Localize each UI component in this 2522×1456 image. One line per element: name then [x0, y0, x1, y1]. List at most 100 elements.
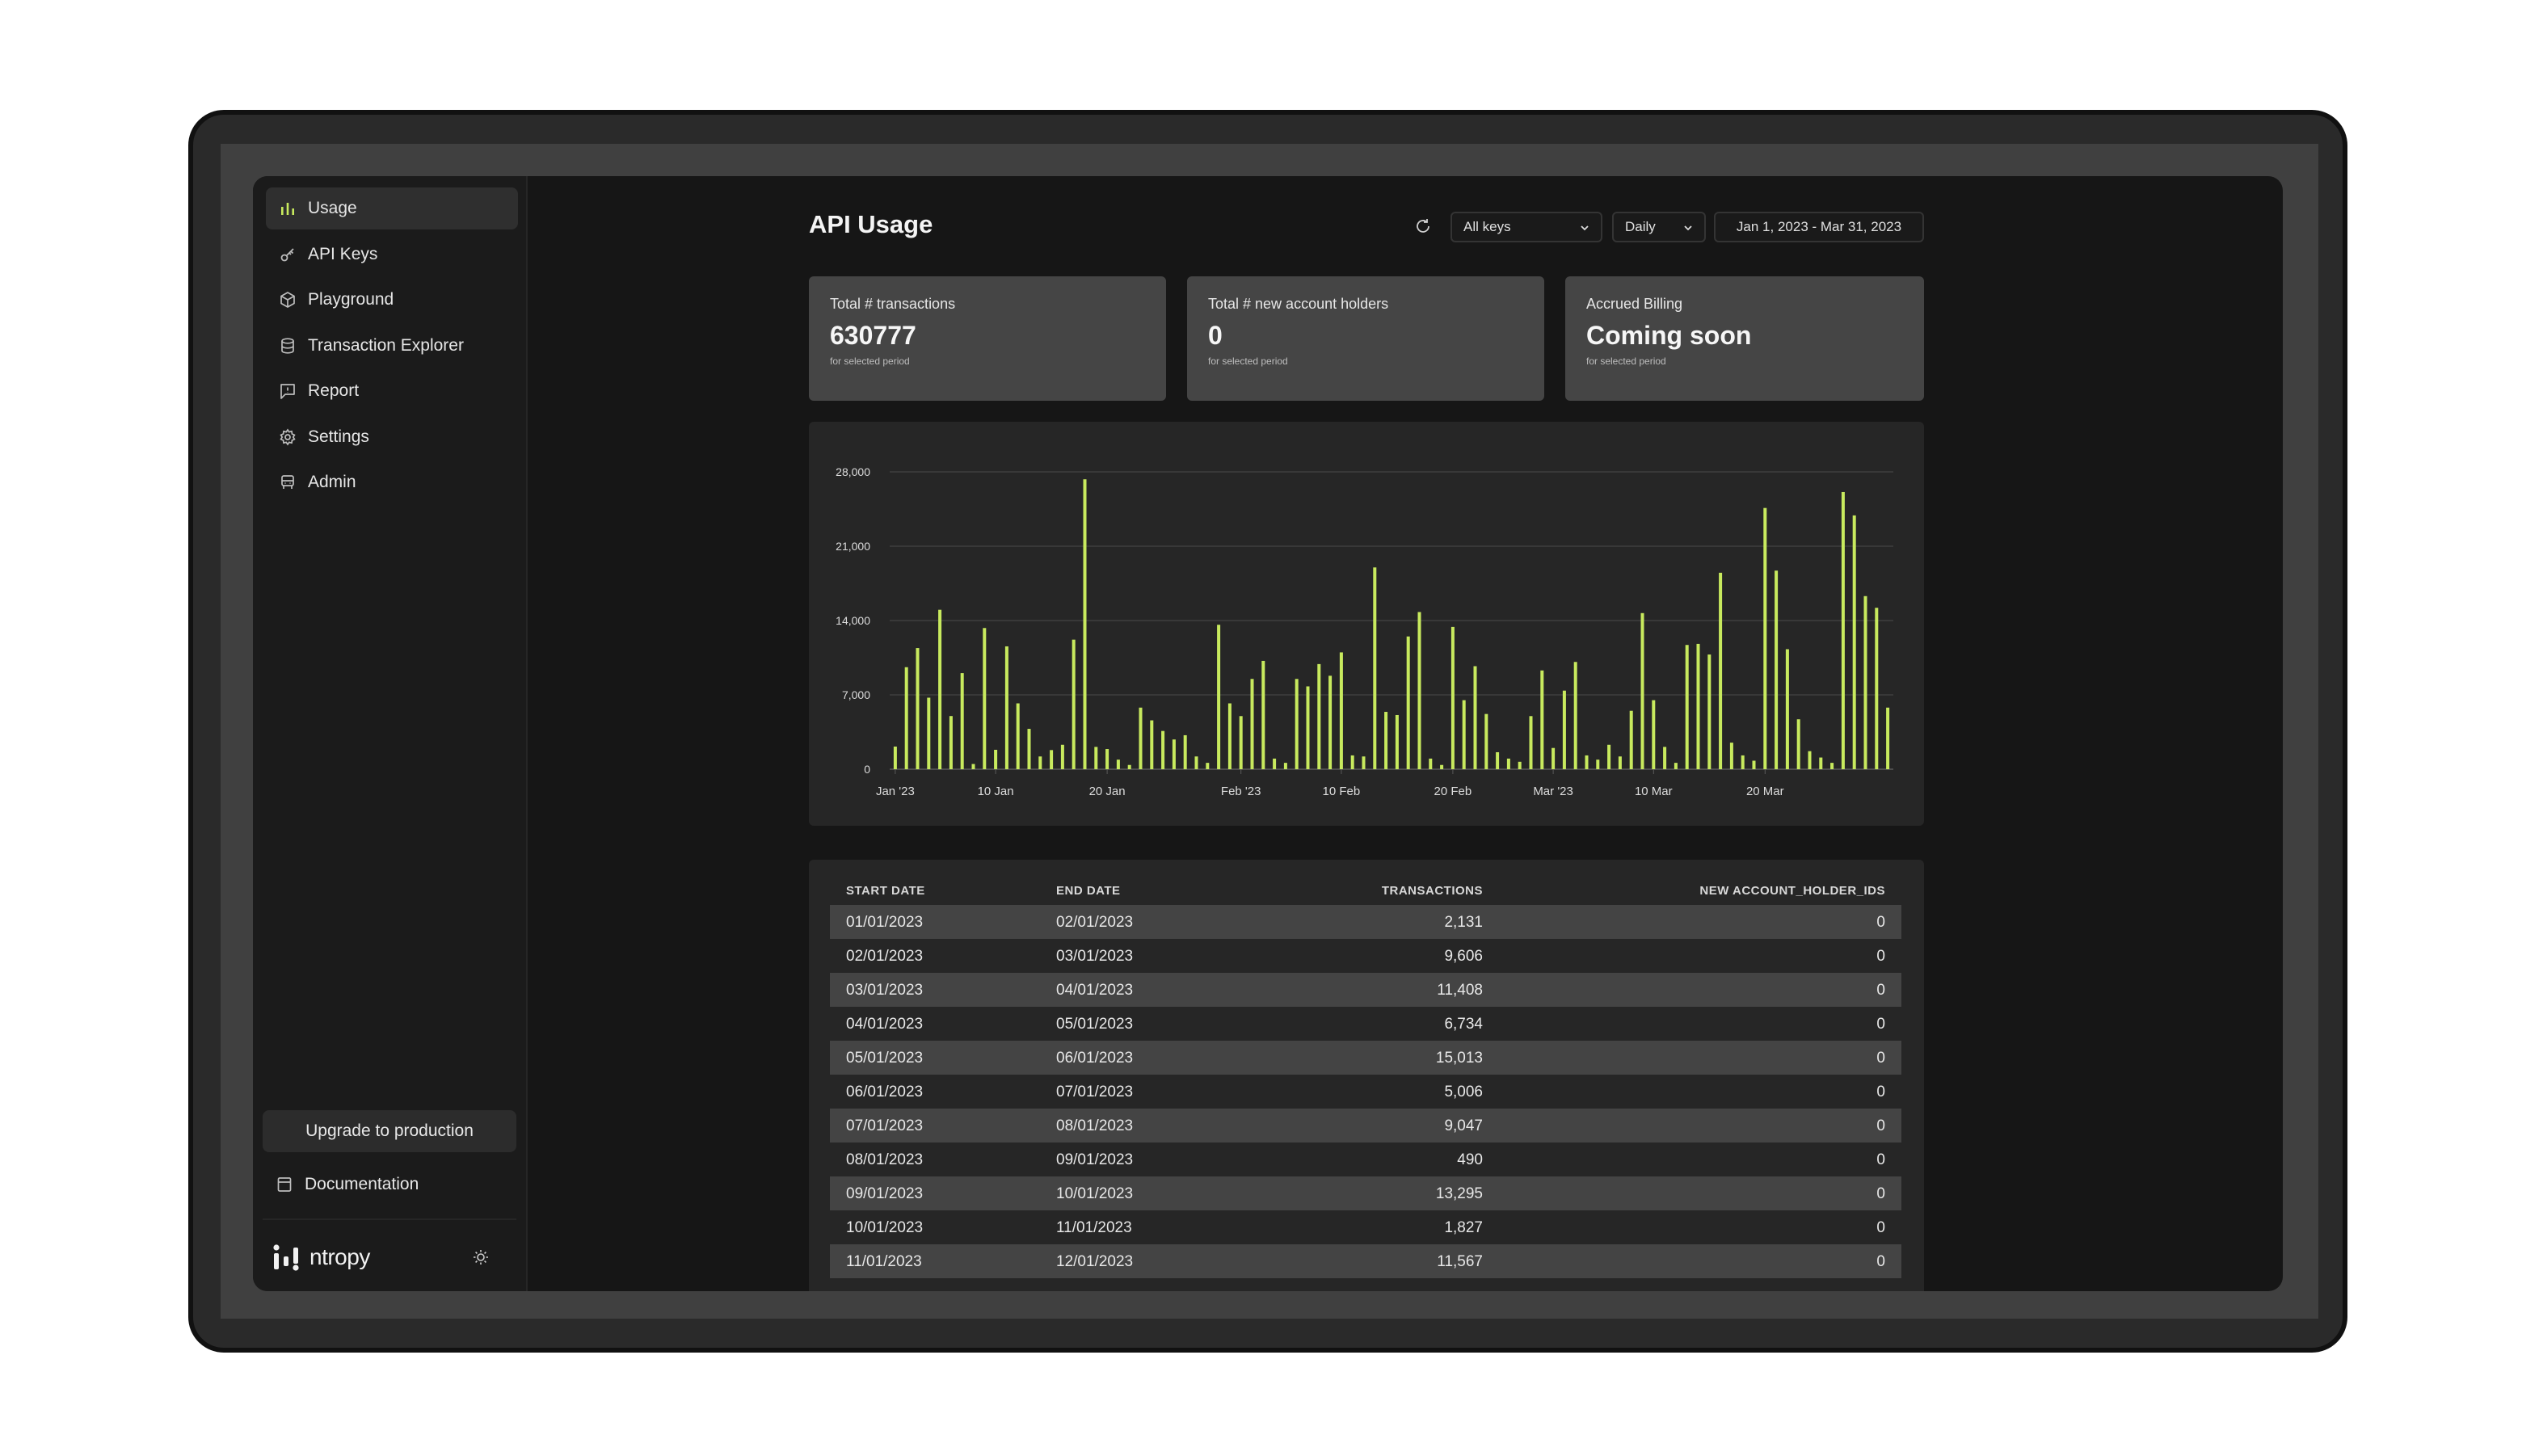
- chart-bar[interactable]: [1283, 763, 1287, 769]
- chart-bar[interactable]: [1083, 479, 1087, 769]
- chart-bar[interactable]: [1496, 751, 1500, 769]
- chart-bar[interactable]: [1596, 760, 1600, 769]
- chart-bar[interactable]: [1462, 700, 1466, 769]
- chart-bar[interactable]: [938, 609, 942, 769]
- chart-bar[interactable]: [1763, 507, 1767, 769]
- chart-bar[interactable]: [1518, 761, 1522, 769]
- chart-bar[interactable]: [1484, 713, 1488, 769]
- chart-bar[interactable]: [1306, 686, 1310, 769]
- sidebar-item-playground[interactable]: Playground: [266, 279, 518, 321]
- chart-bar[interactable]: [1473, 666, 1477, 769]
- chart-bar[interactable]: [1696, 643, 1700, 769]
- chart-bar[interactable]: [1016, 703, 1020, 769]
- chart-bar[interactable]: [1395, 714, 1399, 769]
- chart-bar[interactable]: [960, 673, 964, 769]
- chart-bar[interactable]: [1350, 755, 1354, 769]
- chart-bar[interactable]: [1239, 716, 1243, 769]
- sidebar-item-usage[interactable]: Usage: [266, 187, 518, 229]
- chart-bar[interactable]: [1127, 764, 1131, 769]
- chart-bar[interactable]: [1317, 663, 1321, 769]
- chart-bar[interactable]: [994, 749, 998, 769]
- chart-bar[interactable]: [893, 746, 897, 769]
- chart-bar[interactable]: [983, 628, 987, 769]
- chart-bar[interactable]: [1707, 654, 1712, 769]
- chart-bar[interactable]: [1863, 595, 1867, 769]
- chart-bar[interactable]: [1573, 662, 1577, 769]
- date-range-picker[interactable]: Jan 1, 2023 - Mar 31, 2023: [1714, 212, 1924, 242]
- sidebar-item-report[interactable]: Report: [266, 370, 518, 412]
- chart-bar[interactable]: [1450, 626, 1455, 769]
- chart-bar[interactable]: [1629, 710, 1633, 769]
- sidebar-item-transaction-explorer[interactable]: Transaction Explorer: [266, 325, 518, 367]
- chart-bar[interactable]: [1261, 660, 1265, 769]
- chart-bar[interactable]: [1139, 707, 1143, 769]
- chart-bar[interactable]: [1618, 756, 1622, 769]
- chart-bar[interactable]: [1585, 755, 1589, 769]
- chart-bar[interactable]: [949, 716, 953, 769]
- chart-bar[interactable]: [1506, 758, 1510, 769]
- chart-bar[interactable]: [1417, 612, 1421, 769]
- chart-bar[interactable]: [1440, 764, 1444, 769]
- interval-select[interactable]: Daily: [1612, 212, 1706, 242]
- chart-bar[interactable]: [927, 697, 931, 769]
- chart-bar[interactable]: [1729, 743, 1733, 769]
- chart-bar[interactable]: [1406, 636, 1410, 769]
- chart-bar[interactable]: [1685, 645, 1689, 769]
- chart-bar[interactable]: [1038, 756, 1042, 769]
- chart-bar[interactable]: [1429, 758, 1433, 769]
- chart-bar[interactable]: [1050, 750, 1054, 769]
- chart-bar[interactable]: [1808, 751, 1812, 769]
- chart-bar[interactable]: [1552, 747, 1556, 769]
- chart-bar[interactable]: [1004, 646, 1008, 769]
- chart-bar[interactable]: [1295, 679, 1299, 769]
- chart-bar[interactable]: [1206, 763, 1210, 769]
- chart-bar[interactable]: [1719, 572, 1723, 769]
- theme-toggle-sun-icon[interactable]: [471, 1248, 491, 1267]
- sidebar-item-api-keys[interactable]: API Keys: [266, 234, 518, 276]
- chart-bar[interactable]: [1161, 730, 1165, 769]
- chart-bar[interactable]: [1775, 570, 1779, 769]
- chart-bar[interactable]: [1027, 729, 1031, 769]
- chart-bar[interactable]: [1384, 712, 1388, 769]
- chart-bar[interactable]: [916, 648, 920, 769]
- chart-bar[interactable]: [1328, 675, 1333, 769]
- chart-bar[interactable]: [1562, 690, 1566, 769]
- chart-bar[interactable]: [1339, 652, 1343, 769]
- chart-bar[interactable]: [1116, 760, 1120, 769]
- chart-bar[interactable]: [1852, 515, 1856, 769]
- chart-bar[interactable]: [1540, 670, 1544, 769]
- chart-bar[interactable]: [1217, 625, 1221, 769]
- chart-bar[interactable]: [1529, 716, 1533, 769]
- chart-bar[interactable]: [1250, 679, 1254, 769]
- refresh-icon[interactable]: [1413, 217, 1433, 236]
- chart-bar[interactable]: [1094, 747, 1098, 769]
- chart-bar[interactable]: [1741, 755, 1745, 769]
- chart-bar[interactable]: [1172, 739, 1176, 769]
- documentation-link[interactable]: Documentation: [263, 1164, 516, 1206]
- chart-bar[interactable]: [1830, 763, 1834, 769]
- chart-bar[interactable]: [1150, 720, 1154, 769]
- chart-bar[interactable]: [1273, 758, 1277, 769]
- chart-bar[interactable]: [1674, 763, 1678, 769]
- upgrade-to-production-button[interactable]: Upgrade to production: [263, 1110, 516, 1152]
- chart-bar[interactable]: [1060, 744, 1064, 769]
- chart-bar[interactable]: [1194, 756, 1198, 769]
- chart-bar[interactable]: [1663, 747, 1667, 769]
- chart-bar[interactable]: [1227, 703, 1232, 769]
- sidebar-item-admin[interactable]: Admin: [266, 461, 518, 503]
- api-keys-select[interactable]: All keys: [1450, 212, 1602, 242]
- chart-bar[interactable]: [1072, 639, 1076, 769]
- chart-bar[interactable]: [1183, 734, 1187, 769]
- chart-bar[interactable]: [1640, 612, 1644, 769]
- chart-bar[interactable]: [904, 667, 908, 769]
- sidebar-item-settings[interactable]: Settings: [266, 416, 518, 458]
- chart-bar[interactable]: [1875, 608, 1879, 769]
- chart-bar[interactable]: [1841, 491, 1845, 769]
- chart-bar[interactable]: [1785, 649, 1789, 769]
- chart-bar[interactable]: [1752, 760, 1756, 769]
- chart-bar[interactable]: [1652, 700, 1656, 769]
- chart-bar[interactable]: [1886, 707, 1890, 769]
- chart-bar[interactable]: [1373, 567, 1377, 769]
- chart-bar[interactable]: [1105, 749, 1109, 769]
- chart-bar[interactable]: [1362, 756, 1366, 769]
